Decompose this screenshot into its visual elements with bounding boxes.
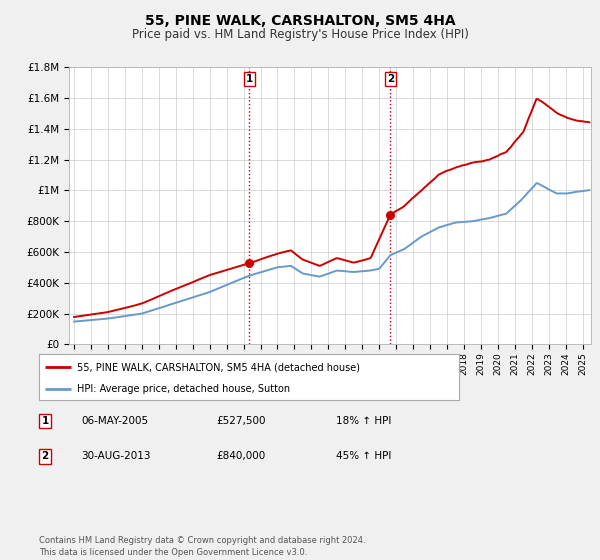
Text: 2: 2 xyxy=(387,74,394,84)
Text: £840,000: £840,000 xyxy=(216,451,265,461)
Text: Contains HM Land Registry data © Crown copyright and database right 2024.
This d: Contains HM Land Registry data © Crown c… xyxy=(39,536,365,557)
Text: 45% ↑ HPI: 45% ↑ HPI xyxy=(336,451,391,461)
Text: 30-AUG-2013: 30-AUG-2013 xyxy=(81,451,151,461)
Text: 55, PINE WALK, CARSHALTON, SM5 4HA (detached house): 55, PINE WALK, CARSHALTON, SM5 4HA (deta… xyxy=(77,362,360,372)
Text: HPI: Average price, detached house, Sutton: HPI: Average price, detached house, Sutt… xyxy=(77,384,290,394)
Text: 1: 1 xyxy=(41,416,49,426)
Text: 55, PINE WALK, CARSHALTON, SM5 4HA: 55, PINE WALK, CARSHALTON, SM5 4HA xyxy=(145,14,455,28)
Text: 06-MAY-2005: 06-MAY-2005 xyxy=(81,416,148,426)
Text: £527,500: £527,500 xyxy=(216,416,265,426)
Text: Price paid vs. HM Land Registry's House Price Index (HPI): Price paid vs. HM Land Registry's House … xyxy=(131,28,469,41)
Text: 18% ↑ HPI: 18% ↑ HPI xyxy=(336,416,391,426)
Text: 1: 1 xyxy=(246,74,253,84)
Text: 2: 2 xyxy=(41,451,49,461)
